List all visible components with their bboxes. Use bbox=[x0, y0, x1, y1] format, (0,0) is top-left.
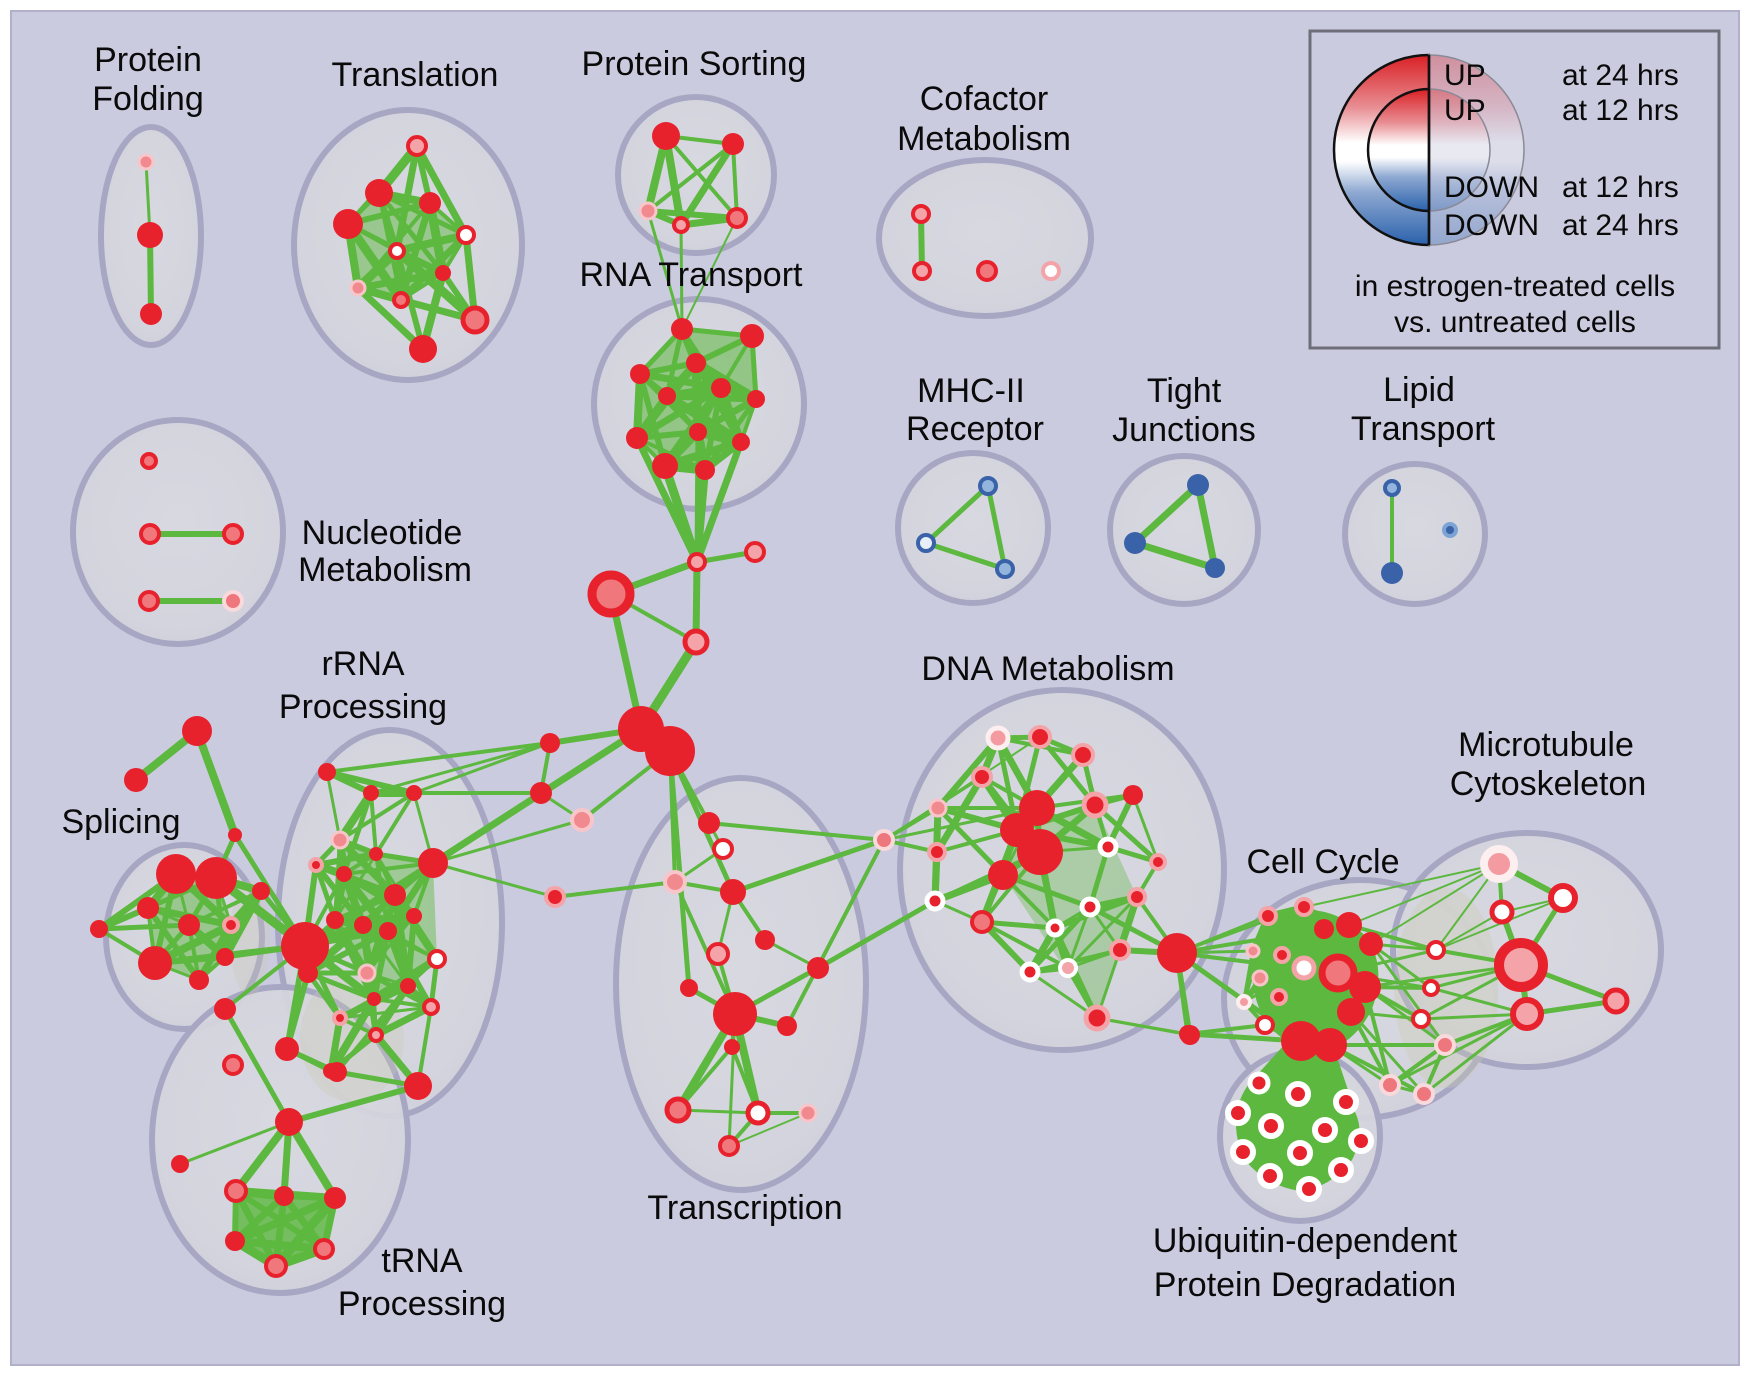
svg-text:Protein: Protein bbox=[94, 41, 202, 79]
svg-text:RNA Transport: RNA Transport bbox=[580, 256, 804, 294]
svg-text:DNA Metabolism: DNA Metabolism bbox=[921, 650, 1174, 688]
svg-text:Processing: Processing bbox=[279, 688, 447, 726]
svg-text:Cofactor: Cofactor bbox=[920, 80, 1049, 118]
svg-text:Transport: Transport bbox=[1351, 410, 1496, 448]
svg-text:in estrogen-treated cells: in estrogen-treated cells bbox=[1355, 270, 1675, 303]
svg-text:Cytoskeleton: Cytoskeleton bbox=[1450, 765, 1647, 803]
svg-text:Lipid: Lipid bbox=[1383, 371, 1455, 409]
svg-text:Junctions: Junctions bbox=[1112, 411, 1256, 449]
svg-text:at 12 hrs: at 12 hrs bbox=[1562, 94, 1679, 127]
svg-text:Receptor: Receptor bbox=[906, 410, 1044, 448]
svg-text:at 24 hrs: at 24 hrs bbox=[1562, 59, 1679, 92]
svg-text:Metabolism: Metabolism bbox=[298, 551, 472, 589]
svg-text:Folding: Folding bbox=[92, 80, 204, 118]
svg-text:MHC-II: MHC-II bbox=[917, 372, 1025, 410]
svg-text:UP: UP bbox=[1444, 94, 1486, 127]
svg-text:Transcription: Transcription bbox=[647, 1189, 842, 1227]
svg-text:Nucleotide: Nucleotide bbox=[302, 514, 463, 552]
svg-text:vs. untreated cells: vs. untreated cells bbox=[1394, 306, 1636, 339]
svg-text:DOWN: DOWN bbox=[1444, 171, 1539, 204]
svg-text:rRNA: rRNA bbox=[321, 645, 404, 683]
svg-text:Metabolism: Metabolism bbox=[897, 120, 1071, 158]
svg-text:at 12 hrs: at 12 hrs bbox=[1562, 171, 1679, 204]
svg-text:tRNA: tRNA bbox=[381, 1242, 463, 1280]
svg-text:Ubiquitin-dependent: Ubiquitin-dependent bbox=[1153, 1222, 1458, 1260]
svg-text:Processing: Processing bbox=[338, 1285, 506, 1323]
svg-text:Translation: Translation bbox=[332, 56, 499, 94]
svg-text:Protein Degradation: Protein Degradation bbox=[1154, 1266, 1456, 1304]
svg-text:Cell Cycle: Cell Cycle bbox=[1246, 843, 1399, 881]
svg-text:Splicing: Splicing bbox=[61, 803, 180, 841]
svg-text:at 24 hrs: at 24 hrs bbox=[1562, 209, 1679, 242]
svg-text:DOWN: DOWN bbox=[1444, 209, 1539, 242]
svg-text:Microtubule: Microtubule bbox=[1458, 726, 1634, 764]
svg-text:UP: UP bbox=[1444, 59, 1486, 92]
svg-text:Tight: Tight bbox=[1147, 372, 1222, 410]
svg-text:Protein Sorting: Protein Sorting bbox=[582, 45, 807, 83]
